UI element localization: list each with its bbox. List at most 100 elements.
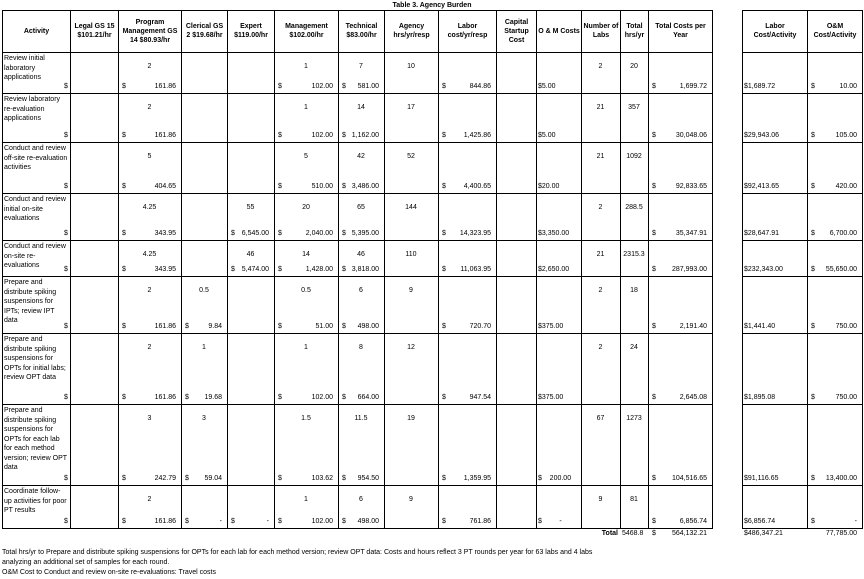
currency-sign: $ [652, 83, 656, 90]
hours-value: 2 [598, 204, 603, 211]
currency-sign: $ [342, 230, 346, 237]
amount: 1,699.72 [679, 83, 707, 90]
cell [384, 142, 439, 194]
hours-value: 7 [359, 63, 363, 70]
amount: $5.00 [538, 83, 556, 90]
amount: 761.86 [469, 518, 491, 525]
cell [181, 93, 228, 143]
cell [227, 276, 275, 334]
amount: - [854, 518, 857, 525]
amount: 498.00 [357, 518, 379, 525]
activity-text: Prepare and distribute spiking suspensio… [4, 336, 66, 381]
amount: 1,162.00 [351, 132, 379, 139]
amount: 844.86 [469, 83, 491, 90]
column-header: Activity [23, 27, 50, 35]
hours-value: 1.5 [301, 415, 311, 422]
cell [496, 193, 537, 241]
cell [227, 404, 275, 486]
amount: 954.50 [357, 475, 379, 482]
total-amount: 564,132.21 [671, 530, 707, 537]
cell [496, 333, 537, 405]
hours-value: 2 [598, 344, 603, 351]
amount: 92,833.65 [675, 183, 707, 190]
hours-value: 52 [407, 153, 415, 160]
currency-sign: $ [64, 394, 68, 401]
currency-sign: $ [811, 266, 815, 273]
cell [384, 52, 439, 94]
cell [70, 93, 119, 143]
activity-text: Review initial laboratory applications [4, 55, 45, 81]
hours-value: 65 [357, 204, 365, 211]
currency-sign: $ [442, 83, 446, 90]
activity-text: Conduct and review initial on-site evalu… [4, 196, 66, 222]
cell [620, 193, 649, 241]
hours-value: 4.25 [142, 204, 157, 211]
column-header: Labor Cost/Activity [753, 23, 797, 39]
currency-sign: $ [442, 475, 446, 482]
currency-sign: $ [185, 323, 189, 330]
hours-value: 20 [302, 204, 310, 211]
hours-value: 1 [304, 104, 308, 111]
hours-value: 0.5 [199, 287, 209, 294]
hours-value: 6 [359, 287, 363, 294]
total-amount: $486,347.21 [744, 530, 783, 537]
hours-value: 8 [359, 344, 363, 351]
cell [496, 52, 537, 94]
cell [70, 485, 119, 529]
hours-value: 12 [407, 344, 415, 351]
currency-sign: $ [652, 518, 656, 525]
column-header: Technical $83.00/hr [345, 23, 378, 39]
hours-value: 2 [147, 344, 152, 351]
cell [496, 276, 537, 334]
cell [181, 240, 228, 277]
currency-sign: $ [342, 475, 346, 482]
hours-value: 1 [304, 344, 308, 351]
total-hours: 5468.8 [622, 530, 644, 537]
amount: 105.00 [835, 132, 857, 139]
currency-sign: $ [122, 183, 126, 190]
table-title: Table 3. Agency Burden [392, 2, 472, 9]
hours-value: 2 [598, 63, 603, 70]
cell [181, 142, 228, 194]
amount: 161.86 [154, 394, 176, 401]
cell [581, 485, 621, 529]
cell [496, 404, 537, 486]
currency-sign: $ [231, 518, 235, 525]
cell [581, 193, 621, 241]
hours-value: 9 [409, 496, 413, 503]
cell [581, 142, 621, 194]
currency-sign: $ [122, 266, 126, 273]
cell [581, 93, 621, 143]
hours-value: 17 [407, 104, 415, 111]
currency-sign: $ [278, 475, 282, 482]
currency-sign: $ [342, 323, 346, 330]
amount: 11,063.95 [460, 266, 491, 273]
hours-value: 1092 [626, 153, 642, 160]
cell [70, 333, 119, 405]
cell [648, 485, 713, 529]
activity-text: Review laboratory re-evaluation applicat… [4, 96, 61, 122]
activity-text: Conduct and review on-site re-evaluation… [4, 243, 66, 269]
total-label: Total [601, 530, 618, 537]
currency-sign: $ [122, 394, 126, 401]
hours-value: 46 [246, 251, 255, 258]
currency-sign: $ [231, 230, 235, 237]
hours-value: 11.5 [354, 415, 368, 422]
cell [227, 142, 275, 194]
currency-sign: $ [122, 475, 126, 482]
currency-sign: $ [64, 518, 68, 525]
amount: 161.86 [154, 132, 176, 139]
amount: 102.00 [311, 394, 333, 401]
hours-value: 3 [147, 415, 152, 422]
currency-sign: $ [64, 183, 68, 190]
amount: 498.00 [357, 323, 379, 330]
currency-sign: $ [64, 323, 68, 330]
currency-sign: $ [64, 132, 68, 139]
currency-sign: $ [122, 518, 126, 525]
currency-sign: $ [442, 394, 446, 401]
amount: 102.00 [311, 83, 333, 90]
column-header: Agency hrs/yr/resp [393, 23, 430, 39]
hours-value: 144 [405, 204, 417, 211]
currency-sign: $ [185, 394, 189, 401]
column-header: Labor cost/yr/resp [447, 23, 488, 39]
